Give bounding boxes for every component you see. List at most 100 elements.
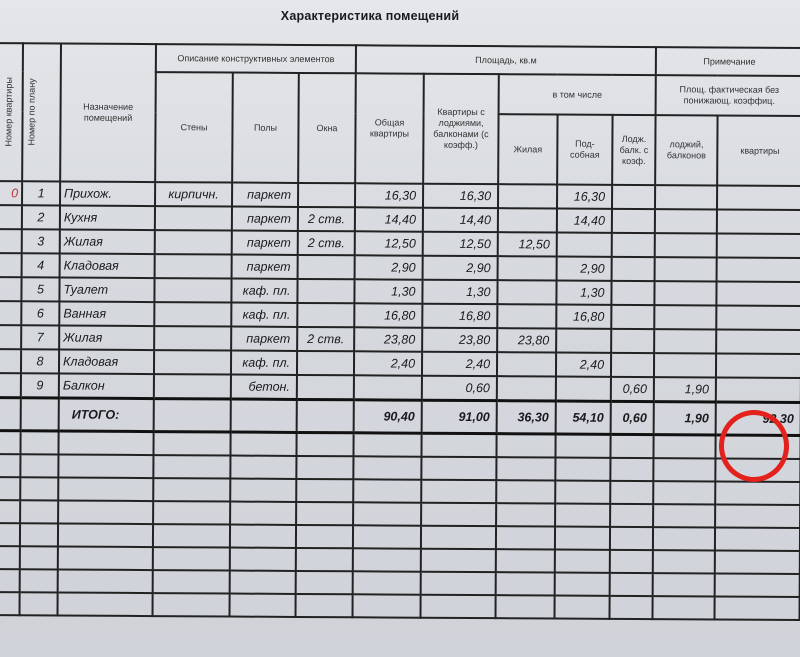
- table-cell: [295, 524, 354, 549]
- header-apartment-no: Номер квартиры: [0, 43, 23, 182]
- table-cell: [653, 434, 716, 459]
- table-cell: [353, 502, 422, 526]
- header-loggia-coef: Лодж. балк. с коэф.: [612, 114, 656, 186]
- table-cell: [0, 229, 22, 254]
- table-cell: [152, 570, 230, 594]
- table-cell: [0, 301, 22, 326]
- table-cell: [57, 569, 153, 594]
- table-cell: [714, 596, 800, 621]
- table-cell: [229, 593, 296, 617]
- table-cell: 0,60: [421, 375, 497, 401]
- table-cell: [0, 499, 21, 524]
- table-cell: [495, 572, 555, 596]
- table-cell: 9: [20, 373, 59, 398]
- total-auxiliary: 54,10: [555, 401, 611, 435]
- table-cell: 2 ств.: [297, 206, 356, 232]
- header-actual-area: Площ. фактическая без понижающ. коэффиц.: [655, 75, 800, 117]
- table-cell: [57, 592, 153, 617]
- table-cell: [497, 304, 557, 329]
- table-cell: [295, 570, 353, 595]
- table-cell: [0, 277, 22, 302]
- table-cell: [554, 572, 610, 596]
- table-cell: [153, 350, 232, 375]
- table-cell: [352, 548, 421, 572]
- table-cell: 16,80: [354, 303, 423, 328]
- table-cell: 3: [21, 229, 60, 254]
- table-cell: 16,30: [423, 183, 499, 209]
- table-cell: [296, 501, 354, 526]
- table-cell: паркет: [231, 230, 298, 255]
- table-cell: [496, 352, 557, 377]
- table-cell: [652, 550, 716, 574]
- table-cell: Жилая: [59, 325, 155, 351]
- table-cell: [353, 479, 422, 503]
- table-cell: 14,40: [422, 207, 499, 233]
- table-cell: [421, 433, 497, 458]
- table-cell: [654, 257, 717, 282]
- table-cell: Балкон: [58, 373, 154, 399]
- table-cell: [154, 254, 232, 279]
- table-cell: 2 ств.: [297, 230, 355, 256]
- table-cell: [154, 206, 232, 231]
- table-cell: паркет: [231, 254, 298, 279]
- table-cell: 14,40: [556, 208, 613, 233]
- table-cell: [652, 573, 715, 597]
- table-cell: [610, 480, 654, 505]
- table-cell: [20, 500, 59, 524]
- table-cell: 16,80: [422, 303, 498, 329]
- table-cell: [296, 350, 355, 376]
- total-loggias-balconies: 1,90: [653, 401, 716, 436]
- table-cell: [716, 257, 800, 283]
- table-cell: 12,50: [422, 231, 498, 257]
- table-cell: Туалет: [59, 277, 155, 303]
- table-cell: [653, 527, 716, 551]
- table-cell: [653, 481, 716, 505]
- table-cell: [497, 208, 558, 233]
- header-apartment: квартиры: [717, 115, 800, 187]
- table-cell: [0, 568, 20, 593]
- table-cell: [353, 432, 422, 457]
- table-cell: [716, 281, 800, 307]
- table-cell: [152, 524, 231, 548]
- table-cell: [654, 329, 717, 354]
- table-cell: каф. пл.: [230, 350, 298, 375]
- table-cell: [153, 431, 231, 456]
- table-cell: [715, 504, 800, 529]
- table-cell: [496, 376, 556, 402]
- table-cell: [352, 594, 421, 618]
- table-cell: [154, 326, 232, 351]
- table-cell: [153, 501, 231, 525]
- table-cell: паркет: [231, 182, 299, 207]
- table-cell: [495, 526, 556, 550]
- total-row: ИТОГО: 90,40 91,00 36,30 54,10 0,60 1,90 92,30: [0, 397, 800, 436]
- table-cell: [610, 434, 654, 459]
- table-cell: 16,30: [557, 184, 613, 209]
- table-cell: 5: [21, 277, 60, 302]
- table-cell: [295, 593, 353, 618]
- table-cell: [609, 526, 654, 551]
- table-cell: [420, 571, 496, 596]
- table-cell: [421, 456, 497, 481]
- table-cell: [0, 545, 20, 570]
- header-with-loggias: Квартиры с лоджиями, балконами (с коэфф.…: [423, 73, 499, 185]
- table-cell: [715, 527, 800, 552]
- table-cell: [153, 455, 231, 479]
- table-cell: 2 ств.: [297, 326, 355, 352]
- table-cell: 12,50: [497, 232, 557, 257]
- table-cell: 0,60: [610, 376, 655, 402]
- table-cell: [19, 523, 59, 547]
- table-cell: [296, 455, 354, 480]
- table-cell: 23,80: [422, 327, 498, 353]
- total-label: ИТОГО:: [58, 397, 154, 432]
- table-cell: 0: [0, 181, 23, 206]
- header-including: в том числе: [498, 74, 656, 116]
- total-loggia-coef: 0,60: [610, 401, 654, 435]
- table-cell: кирпичн.: [155, 182, 233, 207]
- table-cell: [611, 304, 655, 330]
- table-cell: [230, 455, 297, 479]
- table-cell: [655, 185, 718, 210]
- table-cell: [0, 372, 21, 398]
- header-total-apartment: Общая квартиры: [355, 73, 424, 184]
- header-plan-no: Номер по плану: [22, 43, 61, 182]
- table-cell: 4: [21, 253, 60, 278]
